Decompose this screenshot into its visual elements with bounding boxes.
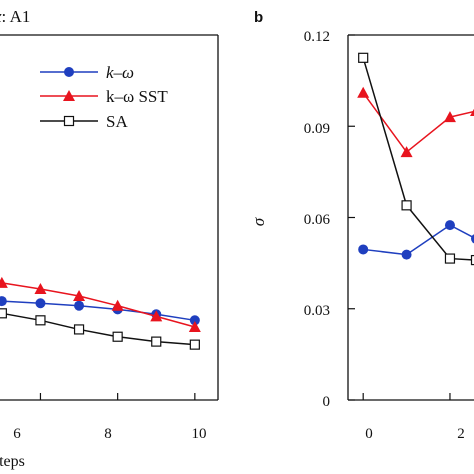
panel-a-series-square-line <box>1 312 195 346</box>
panel-a-series-triangle-point-2 <box>73 289 86 301</box>
panel-a-series-triangle-line <box>1 282 196 328</box>
panel-b-series-square-line <box>362 57 474 261</box>
panel-b-ticks <box>348 34 451 401</box>
panel-a-series-triangle-point-1 <box>34 282 47 294</box>
panel-a-title: x: A1 <box>0 7 30 26</box>
panel-a-x-tick-label-6: 6 <box>13 426 21 442</box>
panel-a: x: A1 8 10 6 teps k–ω k–ω SST SA <box>0 7 219 470</box>
panel-a-series-square-point-2 <box>73 324 85 335</box>
panel-a-x-ticks <box>39 393 196 400</box>
panel-b-series-triangle-point-3 <box>470 108 474 117</box>
panel-b-x-tick-label-0: 0 <box>365 426 373 442</box>
panel-b-series-triangle-line <box>362 92 474 154</box>
panel-a-series-square-point-4 <box>151 336 162 347</box>
legend-sa-marker <box>63 115 75 127</box>
legend-sst-label: k–ω SST <box>106 87 168 106</box>
panel-b-series-circle-point-3 <box>471 234 474 244</box>
panel-b-series-square-point-3 <box>470 254 474 266</box>
panel-a-series-circle-point-1 <box>35 298 46 309</box>
panel-b-series-triangle-point-0 <box>357 86 370 98</box>
panel-a-series-triangle-point-0 <box>0 276 8 288</box>
panel-b-x-tick-label-2: 2 <box>457 426 465 442</box>
legend-kw-label: k–ω <box>106 63 134 82</box>
panel-b-series-circle-point-2 <box>444 220 455 231</box>
panel-b: b 0.12 0.09 0.06 0.03 0 0 2 σ <box>249 9 474 442</box>
panel-b-y-tick-label-003: 0.03 <box>304 303 330 319</box>
panel-a-series-triangle-point-5 <box>188 321 201 332</box>
panel-b-y-tick-label-012: 0.12 <box>304 29 330 45</box>
panel-a-x-axis-label: teps <box>0 453 25 470</box>
legend-kw-marker <box>64 67 74 77</box>
panel-a-series-triangle-point-3 <box>111 299 124 311</box>
panel-b-series-circle-point-0 <box>358 244 369 255</box>
legend-sst-marker <box>63 90 75 101</box>
panel-b-letter: b <box>254 9 263 26</box>
panel-a-title-rest: : A1 <box>2 7 31 26</box>
legend-sa-label: SA <box>106 112 128 131</box>
panel-a-series-square-point-5 <box>189 339 200 350</box>
panel-a-series-square-point-1 <box>35 315 46 326</box>
panel-b-series-circle-line <box>363 224 474 256</box>
panel-a-title-var: x <box>0 7 2 26</box>
panel-a-series-circle-point-2 <box>74 300 85 311</box>
panel-b-series-square-point-1 <box>401 200 412 211</box>
panel-b-series-square-point-2 <box>444 253 456 264</box>
panel-b-y-axis-label: σ <box>249 217 268 226</box>
panel-a-series-square-point-3 <box>112 331 123 342</box>
panel-a-series-triangle-point-4 <box>150 310 163 322</box>
panel-a-series-circle-line <box>1 300 195 322</box>
panel-a-series-circle-point-5 <box>189 315 200 326</box>
panel-b-y-tick-label-006: 0.06 <box>304 212 331 228</box>
legend: k–ω k–ω SST SA <box>40 63 168 131</box>
panel-b-series-square-point-0 <box>358 52 369 63</box>
panel-b-series-triangle-point-1 <box>400 146 413 158</box>
panel-b-y-tick-label-009: 0.09 <box>304 121 330 137</box>
panel-a-x-tick-label-8: 8 <box>104 426 112 442</box>
panel-b-series-circle-point-1 <box>401 249 412 260</box>
panel-a-series-group <box>0 276 201 350</box>
panel-b-y-tick-label-0: 0 <box>323 394 331 410</box>
panel-a-series-square-point-0 <box>0 308 7 319</box>
panel-a-series-circle-point-0 <box>0 296 7 307</box>
panel-b-series-group <box>357 52 474 266</box>
panel-a-x-tick-label-10: 10 <box>192 426 207 442</box>
panel-b-series-triangle-point-2 <box>443 111 456 123</box>
